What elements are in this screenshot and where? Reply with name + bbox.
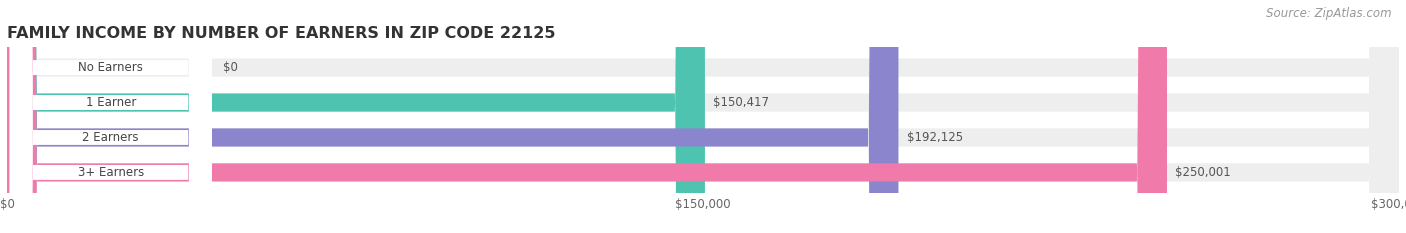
FancyBboxPatch shape — [10, 0, 212, 233]
FancyBboxPatch shape — [7, 0, 1399, 233]
FancyBboxPatch shape — [7, 0, 1399, 233]
Text: No Earners: No Earners — [79, 61, 143, 74]
Text: $0: $0 — [222, 61, 238, 74]
FancyBboxPatch shape — [7, 0, 1167, 233]
FancyBboxPatch shape — [7, 0, 1399, 233]
Text: 3+ Earners: 3+ Earners — [77, 166, 143, 179]
FancyBboxPatch shape — [7, 0, 1399, 233]
Text: $192,125: $192,125 — [907, 131, 963, 144]
FancyBboxPatch shape — [7, 0, 898, 233]
FancyBboxPatch shape — [10, 0, 212, 233]
Text: 1 Earner: 1 Earner — [86, 96, 136, 109]
Text: FAMILY INCOME BY NUMBER OF EARNERS IN ZIP CODE 22125: FAMILY INCOME BY NUMBER OF EARNERS IN ZI… — [7, 26, 555, 41]
Text: 2 Earners: 2 Earners — [83, 131, 139, 144]
Text: $250,001: $250,001 — [1175, 166, 1232, 179]
Text: $150,417: $150,417 — [713, 96, 769, 109]
FancyBboxPatch shape — [10, 0, 212, 233]
Text: Source: ZipAtlas.com: Source: ZipAtlas.com — [1267, 7, 1392, 20]
FancyBboxPatch shape — [10, 0, 212, 233]
FancyBboxPatch shape — [7, 0, 704, 233]
